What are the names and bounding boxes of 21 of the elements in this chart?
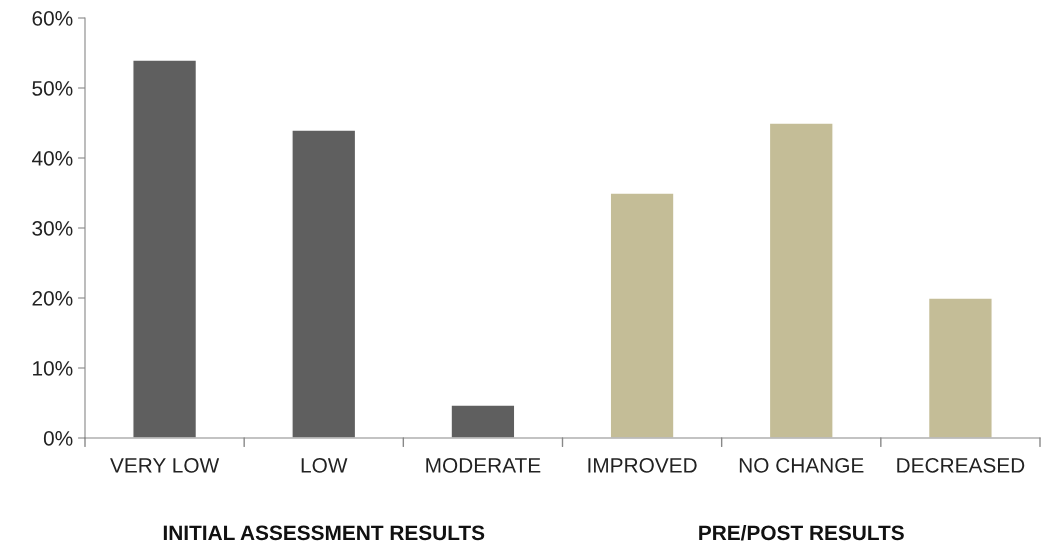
x-tick-label: IMPROVED xyxy=(588,457,697,473)
y-tick-label: 50% xyxy=(32,81,73,96)
y-tick-label: 60% xyxy=(32,11,73,26)
bar xyxy=(450,404,516,438)
y-tick-label: 10% xyxy=(33,361,73,376)
bar xyxy=(768,122,834,438)
bar xyxy=(927,297,993,438)
y-tick-label: 30% xyxy=(32,221,73,236)
x-tick-label: DECREASED xyxy=(897,457,1025,473)
bar xyxy=(291,129,357,438)
y-tick-label: 20% xyxy=(32,291,73,306)
x-tick-label: MODERATE xyxy=(426,457,541,473)
x-tick-label: LOW xyxy=(301,457,348,473)
y-tick-label: 0% xyxy=(43,431,73,446)
text: INITIAL ASSESSMENT RESULTS xyxy=(163,525,485,541)
y-tick-label: 40% xyxy=(31,151,73,166)
x-tick-label: NO CHANGE xyxy=(739,457,864,473)
bar xyxy=(609,192,675,438)
text: PRE/POST RESULTS xyxy=(699,524,904,541)
bar xyxy=(132,59,198,438)
x-tick-label: VERY LOW xyxy=(110,457,220,473)
